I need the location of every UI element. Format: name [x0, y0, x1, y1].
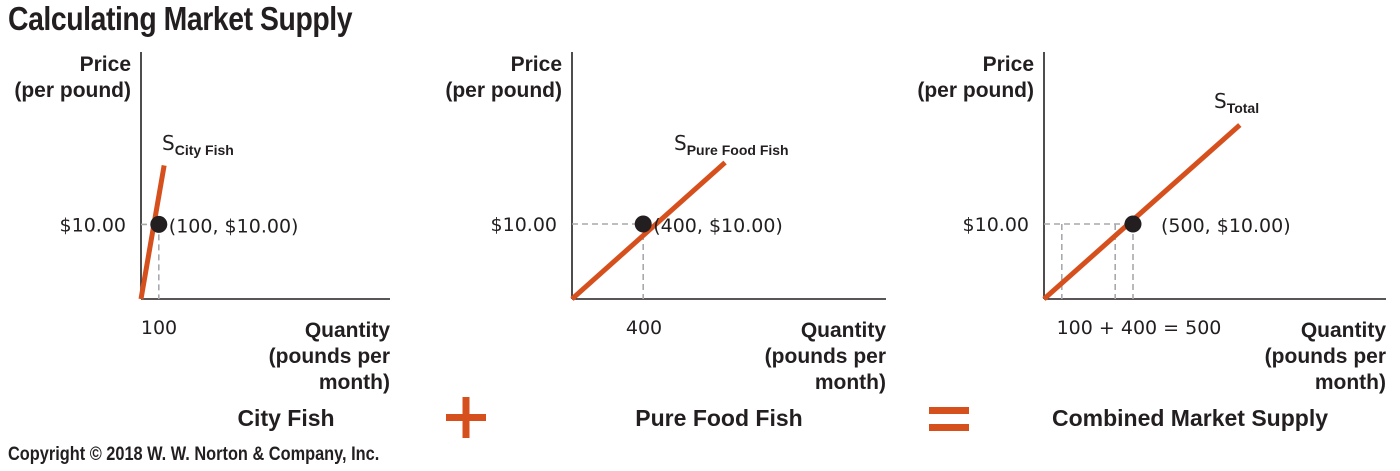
- chart1-x-axis-label-line-1: Quantity: [305, 319, 390, 342]
- chart3-x-tick-label: 100 + 400 = 500: [1057, 317, 1222, 339]
- chart3-supply-line: [1042, 123, 1242, 301]
- chart1-x-tick-label: 100: [141, 317, 177, 339]
- chart3-equilibrium-point: [1124, 215, 1142, 233]
- chart1-y-axis-label-line-2: (per pound): [14, 79, 131, 102]
- chart1-panel-label: City Fish: [237, 405, 334, 431]
- chart1-equilibrium-point: [150, 215, 168, 233]
- equals-operator-bar-1: [929, 407, 969, 414]
- chart2-x-axis-label-line-3: month): [815, 371, 886, 394]
- plus-operator-bar-2: [462, 397, 470, 438]
- chart1-supply-line: [138, 165, 167, 300]
- chart2-y-axis-label-line-1: Price: [511, 53, 562, 76]
- chart2-series-label-main: S: [674, 131, 687, 155]
- chart3-panel-label: Combined Market Supply: [1052, 405, 1328, 431]
- chart2-y-axis-label-line-2: (per pound): [445, 79, 562, 102]
- chart2-x-axis-label-line-2: (pounds per: [765, 345, 886, 368]
- chart1-y-axis-label-line-1: Price: [80, 53, 131, 76]
- chart1-x-axis-label-line-2: (pounds per: [269, 345, 390, 368]
- chart1-series-label: SCity Fish: [162, 131, 234, 158]
- chart2-x-tick-label: 400: [626, 317, 662, 339]
- chart1-series-label-main: S: [162, 131, 175, 155]
- chart2-series-label: SPure Food Fish: [674, 131, 789, 158]
- chart3-series-label-sub: Total: [1227, 100, 1259, 116]
- chart3-x-axis-label-line-2: (pounds per: [1265, 345, 1386, 368]
- chart1-x-axis-label-line-3: month): [319, 371, 390, 394]
- chart1-point-label: (100, $10.00): [169, 215, 299, 237]
- equals-operator-bar-2: [929, 424, 969, 431]
- plus-operator: +: [446, 397, 486, 438]
- chart2-y-tick-label: $10.00: [491, 214, 557, 236]
- chart3-y-tick-label: $10.00: [963, 214, 1029, 236]
- chart3-y-axis-label-line-1: Price: [983, 53, 1034, 76]
- chart3-series-label: STotal: [1214, 89, 1259, 116]
- chart3-x-axis-label-line-1: Quantity: [1301, 319, 1386, 342]
- chart2-x-axis-label-line-1: Quantity: [801, 319, 886, 342]
- chart2-series-label-sub: Pure Food Fish: [687, 142, 789, 158]
- chart3-point-label: (500, $10.00): [1161, 215, 1291, 237]
- chart3-x-axis-label-line-3: month): [1315, 371, 1386, 394]
- chart2-panel-label: Pure Food Fish: [635, 405, 802, 431]
- chart3-y-axis-label-line-2: (per pound): [917, 79, 1034, 102]
- chart1-series-label-sub: City Fish: [175, 142, 234, 158]
- chart2-equilibrium-point: [634, 215, 652, 233]
- chart3-series-label-main: S: [1214, 89, 1227, 113]
- equals-operator: =: [929, 407, 969, 431]
- page-title: Calculating Market Supply: [8, 0, 353, 37]
- chart2-supply-line: [570, 160, 727, 301]
- chart2-point-label: (400, $10.00): [653, 215, 783, 237]
- copyright-notice: Copyright © 2018 W. W. Norton & Company,…: [8, 444, 380, 465]
- chart1-y-tick-label: $10.00: [60, 214, 126, 236]
